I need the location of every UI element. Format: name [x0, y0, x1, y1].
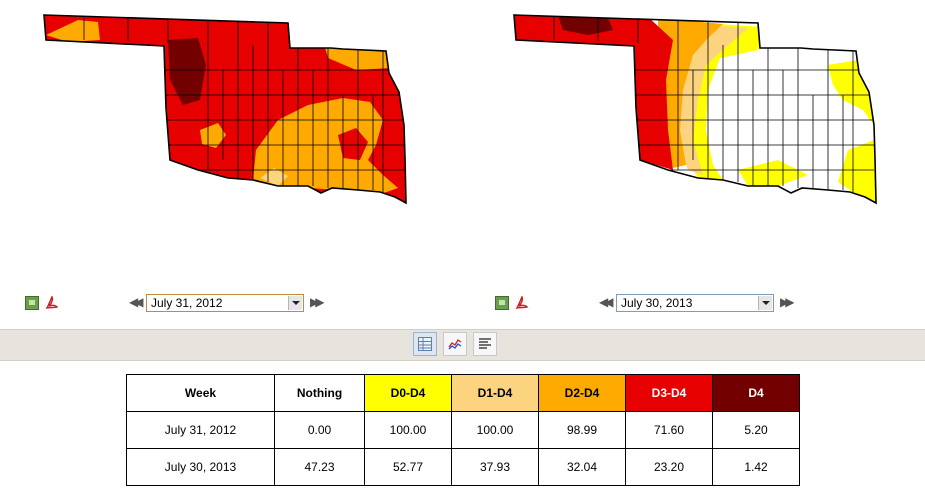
image-icon[interactable] [25, 296, 39, 310]
header-d1-d4: D1-D4 [451, 374, 539, 412]
date-select-right[interactable]: July 30, 2013 [616, 294, 774, 312]
double-chevron-left-icon[interactable]: ◀◀ [129, 295, 144, 309]
pdf-icon[interactable] [515, 295, 529, 310]
table-row: July 30, 2013 47.23 52.77 37.93 32.04 23… [126, 448, 800, 486]
zone-d2-se [253, 98, 398, 195]
zone-d3 [514, 15, 673, 170]
drought-statistics-table: Week Nothing D0-D4 D1-D4 D2-D4 D3-D4 D4 … [126, 374, 800, 486]
table-view-button[interactable] [413, 332, 437, 356]
drought-map-2012 [38, 10, 418, 210]
cell-d2-d4: 32.04 [538, 448, 626, 486]
cell-d1-d4: 37.93 [451, 448, 539, 486]
image-icon[interactable] [495, 296, 509, 310]
date-select-value: July 31, 2012 [151, 296, 223, 310]
cell-d2-d4: 98.99 [538, 411, 626, 449]
cell-nothing: 47.23 [274, 448, 365, 486]
cell-d3-d4: 71.60 [625, 411, 713, 449]
double-chevron-left-icon[interactable]: ◀◀ [599, 295, 614, 309]
chevron-down-icon[interactable] [758, 296, 772, 310]
zone-d4 [558, 16, 613, 35]
zone-d0-south [738, 160, 808, 186]
cell-d0-d4: 52.77 [364, 448, 452, 486]
cell-d1-d4: 100.00 [451, 411, 539, 449]
header-nothing: Nothing [274, 374, 365, 412]
view-toolbar [0, 329, 925, 361]
zone-d1 [260, 168, 288, 186]
cell-week: July 30, 2013 [126, 448, 275, 486]
cell-d3-d4: 23.20 [625, 448, 713, 486]
zone-d2-panhandle [46, 20, 100, 42]
cell-nothing: 0.00 [274, 411, 365, 449]
double-chevron-right-icon[interactable]: ▶▶ [310, 295, 325, 309]
zone-d0-se [838, 140, 876, 203]
cell-d4: 1.42 [712, 448, 800, 486]
double-chevron-right-icon[interactable]: ▶▶ [780, 295, 795, 309]
header-d2-d4: D2-D4 [538, 374, 626, 412]
chart-view-icon [448, 339, 462, 350]
zone-d4 [168, 38, 206, 105]
table-view-icon [418, 337, 432, 351]
table-header-row: Week Nothing D0-D4 D1-D4 D2-D4 D3-D4 D4 [126, 374, 800, 412]
header-d4: D4 [712, 374, 800, 412]
header-week: Week [126, 374, 275, 412]
text-view-icon [479, 338, 491, 349]
date-select-value: July 30, 2013 [621, 296, 693, 310]
chevron-down-icon[interactable] [288, 296, 302, 310]
drought-map-2013 [508, 10, 888, 210]
cell-week: July 31, 2012 [126, 411, 275, 449]
zone-d2 [658, 18, 723, 168]
text-view-button[interactable] [473, 332, 497, 356]
pdf-icon[interactable] [45, 295, 59, 310]
chart-view-button[interactable] [443, 332, 467, 356]
header-d0-d4: D0-D4 [364, 374, 452, 412]
cell-d0-d4: 100.00 [364, 411, 452, 449]
zone-d2-sw [200, 123, 226, 148]
header-d3-d4: D3-D4 [625, 374, 713, 412]
cell-d4: 5.20 [712, 411, 800, 449]
date-select-left[interactable]: July 31, 2012 [146, 294, 304, 312]
table-row: July 31, 2012 0.00 100.00 100.00 98.99 7… [126, 411, 800, 449]
zone-d3-inner [338, 128, 368, 160]
